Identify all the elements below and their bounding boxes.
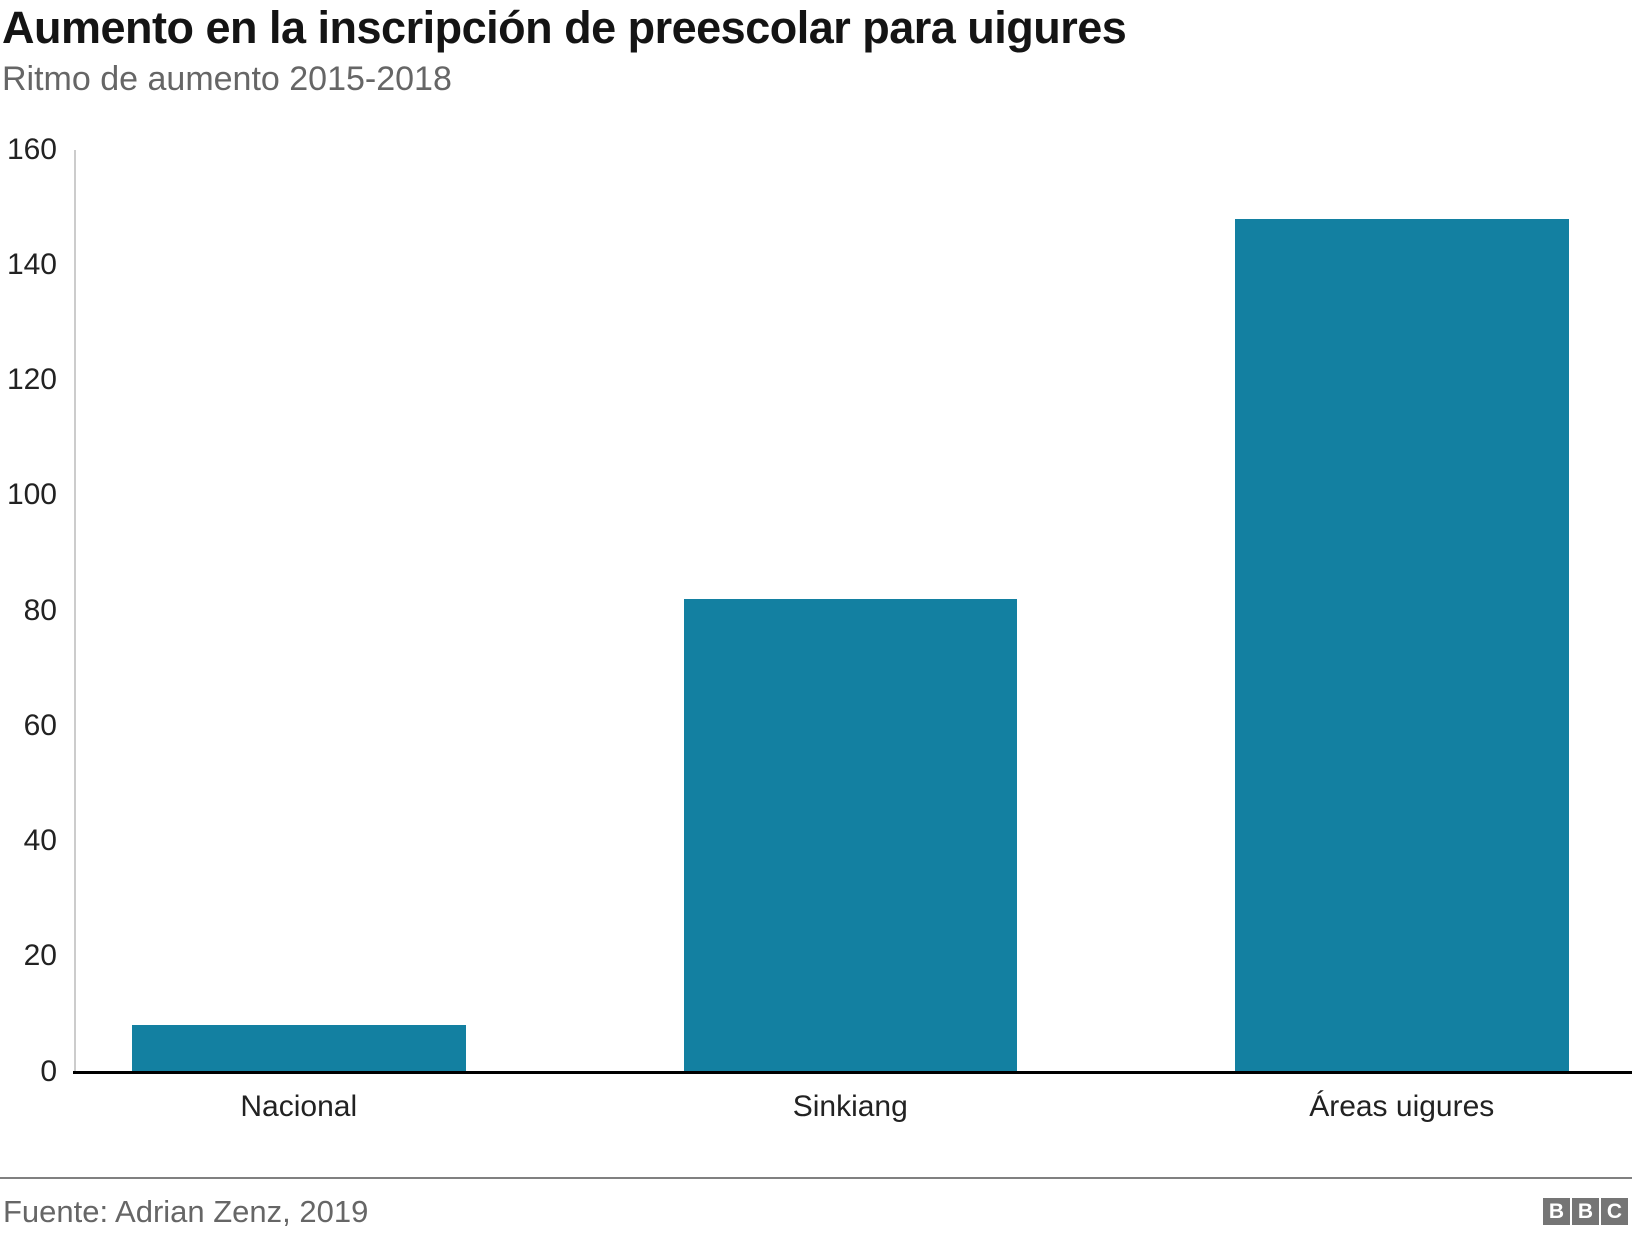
- x-category-label: Nacional: [240, 1090, 358, 1123]
- y-axis-line: [74, 150, 76, 1071]
- y-tick-label-140: 140: [6, 248, 57, 281]
- chart-subtitle: Ritmo de aumento 2015-2018: [2, 60, 452, 98]
- bar-sinkiang: [683, 599, 1017, 1072]
- bbc-logo-block-c: C: [1601, 1198, 1628, 1225]
- y-tick-label-60: 60: [23, 708, 57, 742]
- x-category-label: Áreas uigures: [1309, 1090, 1495, 1123]
- y-tick-label-0: 0: [40, 1054, 57, 1088]
- footer-divider: [0, 1177, 1632, 1179]
- x-category-label: Sinkiang: [792, 1090, 908, 1123]
- y-tick-label-20: 20: [23, 939, 57, 973]
- bar-nacional: [132, 1025, 466, 1072]
- bbc-logo-block-b1: B: [1543, 1198, 1570, 1225]
- bar-áreas-uigures: [1235, 218, 1569, 1072]
- y-tick-label-120: 120: [6, 363, 57, 397]
- bbc-logo: B B C: [1543, 1198, 1628, 1225]
- source-credit: Fuente: Adrian Zenz, 2019: [3, 1194, 369, 1229]
- bbc-logo-block-b2: B: [1572, 1198, 1599, 1225]
- y-tick-label-160: 160: [6, 132, 57, 166]
- y-tick-label-80: 80: [23, 593, 57, 627]
- y-tick-label-40: 40: [23, 824, 57, 858]
- chart-title: Aumento en la inscripción de preescolar …: [2, 2, 1127, 53]
- y-tick-label-100: 100: [6, 478, 57, 512]
- x-axis-baseline: [73, 1071, 1632, 1074]
